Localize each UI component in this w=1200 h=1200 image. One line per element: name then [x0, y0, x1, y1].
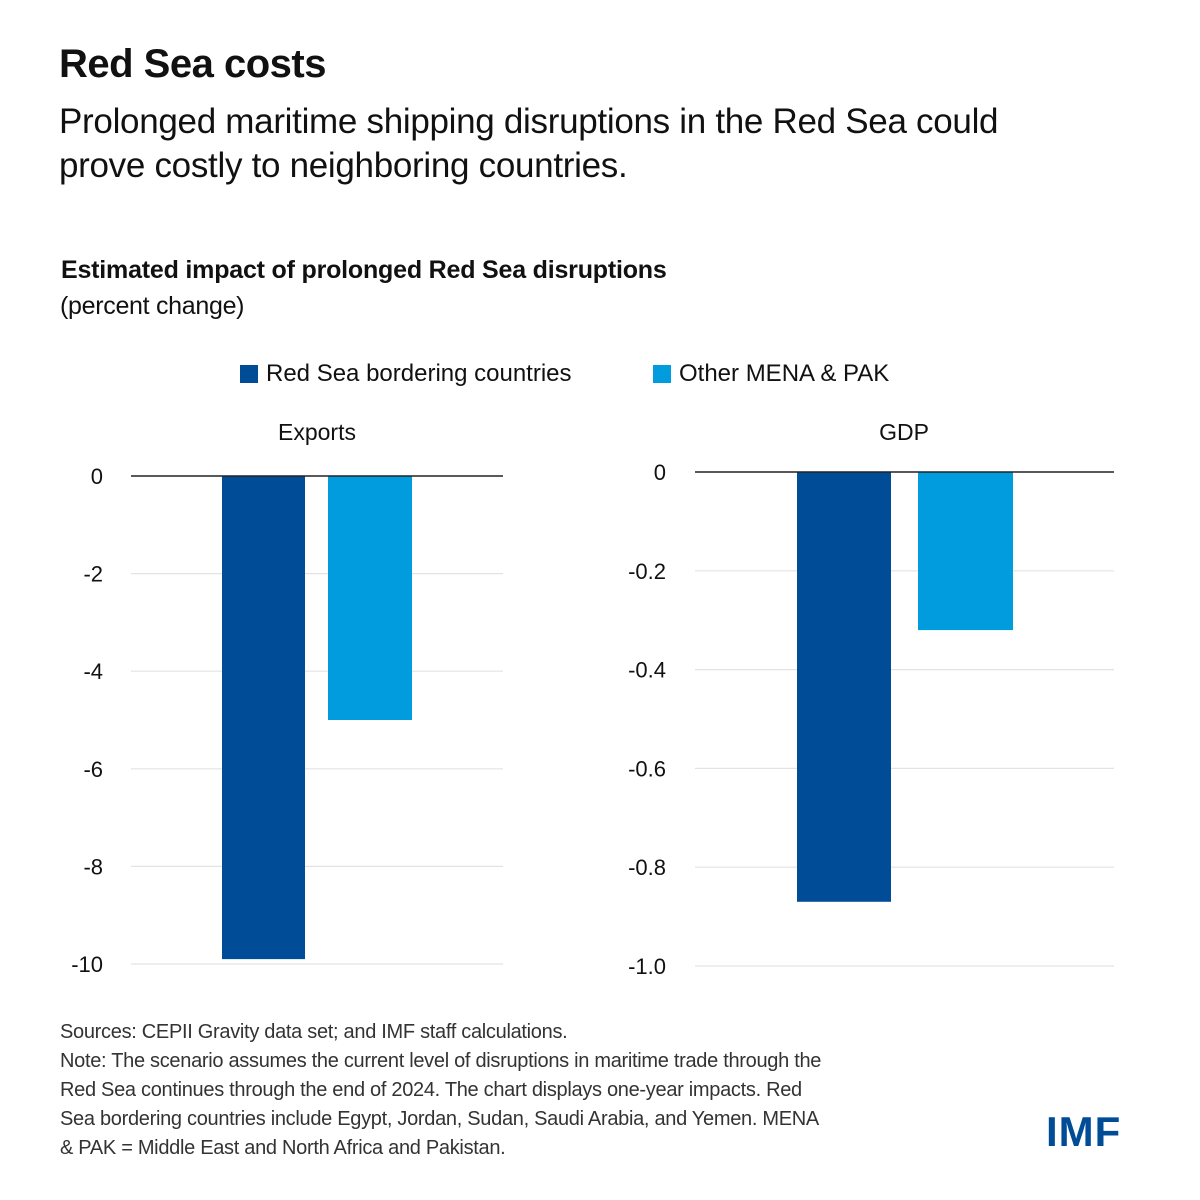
y-tick-label: -1.0 [628, 954, 666, 979]
y-tick-label: -10 [71, 952, 103, 977]
legend-item-red-sea: Red Sea bordering countries [240, 360, 572, 388]
imf-logo: IMF [1046, 1108, 1122, 1155]
y-tick-label: -8 [83, 854, 103, 879]
panel-title-gdp: GDP [879, 419, 929, 445]
legend-swatch-dark [240, 365, 258, 383]
chart-unit: (percent change) [60, 292, 245, 320]
page-subtitle: Prolonged maritime shipping disruptions … [59, 100, 1159, 188]
legend-swatch-light [653, 365, 671, 383]
legend-item-other-mena: Other MENA & PAK [653, 360, 889, 388]
footnote-note-line: Note: The scenario assumes the current l… [60, 1050, 822, 1072]
legend-label: Red Sea bordering countries [266, 360, 572, 387]
bar-gdp-other-mena [918, 472, 1013, 631]
y-tick-label: -0.2 [628, 559, 666, 584]
footnote-note-line: Red Sea continues through the end of 202… [60, 1079, 802, 1101]
footnote-note-line: & PAK = Middle East and North Africa and… [60, 1137, 506, 1159]
footnote-note-line: Sea bordering countries include Egypt, J… [60, 1108, 819, 1130]
subtitle-line-1: Prolonged maritime shipping disruptions … [59, 102, 999, 141]
panel-title-exports: Exports [278, 419, 356, 445]
y-tick-label: -0.8 [628, 855, 666, 880]
y-tick-label: -0.6 [628, 756, 666, 781]
footnote-sources: Sources: CEPII Gravity data set; and IMF… [60, 1021, 568, 1043]
y-tick-label: -0.4 [628, 658, 666, 683]
legend-label: Other MENA & PAK [679, 360, 890, 387]
y-tick-label: 0 [654, 460, 666, 485]
y-tick-label: -4 [83, 659, 103, 684]
y-tick-label: -2 [83, 562, 103, 587]
footnote: Sources: CEPII Gravity data set; and IMF… [60, 1018, 1020, 1163]
bar-gdp-red-sea [797, 472, 891, 902]
y-tick-label: 0 [91, 464, 103, 489]
bar-exports-red-sea [222, 476, 305, 960]
chart-title: Estimated impact of prolonged Red Sea di… [61, 256, 667, 284]
y-tick-label: -6 [83, 757, 103, 782]
bar-exports-other-mena [328, 476, 412, 720]
subtitle-line-2: prove costly to neighboring countries. [59, 146, 628, 185]
page-title: Red Sea costs [59, 42, 326, 86]
